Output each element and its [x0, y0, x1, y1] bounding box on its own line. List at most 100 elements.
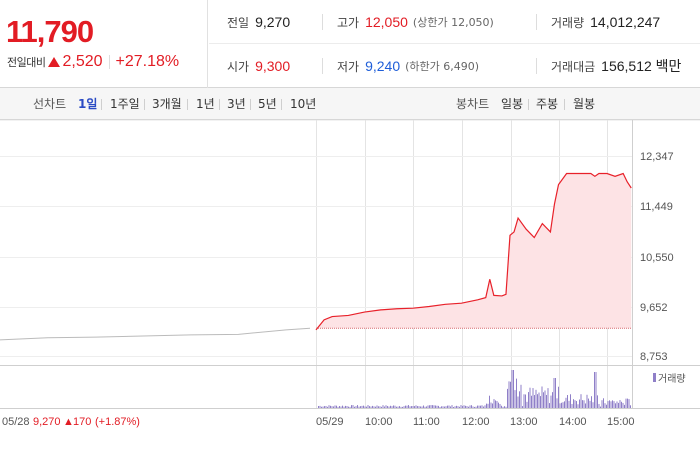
- period-1y-tab[interactable]: 1년: [196, 97, 215, 111]
- volume-bar: [367, 405, 369, 408]
- volume-bar: [616, 401, 618, 408]
- volume-bar: [384, 406, 385, 408]
- volume-bar: [576, 401, 577, 408]
- volume-bar: [603, 398, 604, 408]
- volume-bar: [400, 406, 402, 408]
- volume-bar: [427, 405, 429, 408]
- volume-bar: [598, 403, 600, 408]
- volume-bar: [541, 386, 543, 408]
- period-5y-tab[interactable]: 5년: [258, 97, 277, 111]
- stats-divider: [536, 14, 537, 30]
- volume-bar: [424, 406, 426, 408]
- volume-bar: [562, 402, 564, 408]
- volume-bar: [556, 398, 558, 408]
- today-price-line: [315, 172, 632, 331]
- volume-bar: [555, 378, 556, 408]
- period-3y-tab[interactable]: 3년: [227, 97, 246, 111]
- volume-bar: [426, 406, 427, 408]
- volume-bar: [471, 405, 472, 408]
- volume-bar: [535, 389, 537, 408]
- volume-bar: [394, 405, 396, 408]
- period-bar: 선차트 1일 1주일 3개월 1년 3년 5년 10년 봉차트 일봉 주봉 월봉: [0, 88, 700, 120]
- volume-bar: [417, 406, 418, 408]
- y-axis: 12,347 11,449 10,550 9,652 8,753: [640, 151, 674, 363]
- volume-bar: [382, 405, 384, 408]
- volume-bar: [487, 403, 489, 408]
- volume-bar: [525, 394, 526, 408]
- volume-bar: [492, 403, 493, 408]
- volume-bar: [507, 388, 508, 408]
- volume-bar: [409, 406, 411, 408]
- volume-bar: [516, 378, 517, 408]
- volume-bar: [379, 406, 381, 408]
- stats-divider: [322, 58, 323, 74]
- volume-bar: [477, 405, 478, 408]
- volume-bar: [457, 406, 459, 408]
- candle-daily-tab[interactable]: 일봉: [501, 97, 524, 111]
- volume-bar: [543, 392, 544, 408]
- candle-weekly-tab[interactable]: 주봉: [536, 97, 559, 111]
- volume-bar: [540, 396, 541, 408]
- volume-bar: [589, 400, 591, 408]
- volume-bar: [481, 405, 483, 408]
- intraday-chart[interactable]: 12,347 11,449 10,550 9,652 8,753 거래량 05/…: [0, 120, 700, 450]
- volume-bar: [378, 406, 379, 408]
- volume-bar: [489, 395, 490, 408]
- volume-bar: [393, 405, 394, 408]
- period-10y-tab[interactable]: 10년: [290, 97, 317, 111]
- volume-bar: [414, 406, 415, 408]
- low-cell: 저가 9,240 (하한가 6,490): [337, 44, 479, 88]
- period-divider: [187, 99, 188, 110]
- volume-legend-swatch: [653, 373, 656, 382]
- volume-bar: [547, 388, 549, 408]
- volume-bar: [322, 406, 324, 408]
- volume-bar: [513, 370, 514, 408]
- volume-bar: [526, 401, 528, 408]
- volume-bar: [612, 400, 613, 408]
- stats-divider: [322, 14, 323, 30]
- y-tick: 10,550: [640, 252, 674, 264]
- volume-bar: [327, 406, 328, 408]
- volume-bar: [567, 395, 568, 408]
- volume-bar: [573, 399, 574, 408]
- volume-bar: [450, 406, 451, 408]
- prev-day-price-line: [0, 327, 311, 341]
- volume-bar: [528, 392, 529, 408]
- volume-value: 14,012,247: [590, 14, 661, 30]
- volume-bar: [403, 406, 405, 408]
- candle-monthly-tab[interactable]: 월봉: [573, 97, 596, 111]
- volume-bar: [472, 406, 474, 408]
- volume-bar: [627, 398, 628, 408]
- volume-bar: [468, 406, 469, 408]
- volume-bar: [549, 403, 550, 408]
- volume-bar: [522, 406, 523, 408]
- volume-bar: [484, 405, 486, 408]
- volume-bar: [474, 406, 475, 408]
- period-3m-tab[interactable]: 3개월: [152, 97, 182, 111]
- volume-bar: [357, 405, 358, 408]
- period-divider: [564, 99, 565, 110]
- volume-bar: [463, 405, 465, 408]
- volume-bar: [375, 406, 376, 408]
- volume-bar: [381, 406, 382, 408]
- volume-bar: [334, 405, 336, 408]
- volume-bar: [465, 405, 466, 408]
- volume-bar: [486, 403, 487, 408]
- volume-bar: [469, 405, 471, 408]
- volume-bar: [618, 402, 619, 408]
- period-1d-tab[interactable]: 1일: [78, 97, 98, 111]
- volume-bar: [624, 404, 625, 408]
- change-divider: [108, 55, 110, 69]
- change-label: 전일대비: [7, 56, 46, 69]
- volume-bar: [511, 370, 513, 408]
- volume-bar: [601, 400, 603, 408]
- volume-bar: [456, 405, 457, 408]
- volume-bar: [621, 401, 622, 408]
- change-row: 전일대비 2,520 +27.18%: [7, 53, 179, 71]
- volume-bar: [325, 405, 327, 408]
- period-1w-tab[interactable]: 1주일: [110, 97, 140, 111]
- volume-bar: [442, 406, 444, 408]
- price-area-fill: [316, 173, 632, 330]
- volume-bar: [391, 406, 393, 408]
- volume-bar: [415, 405, 417, 408]
